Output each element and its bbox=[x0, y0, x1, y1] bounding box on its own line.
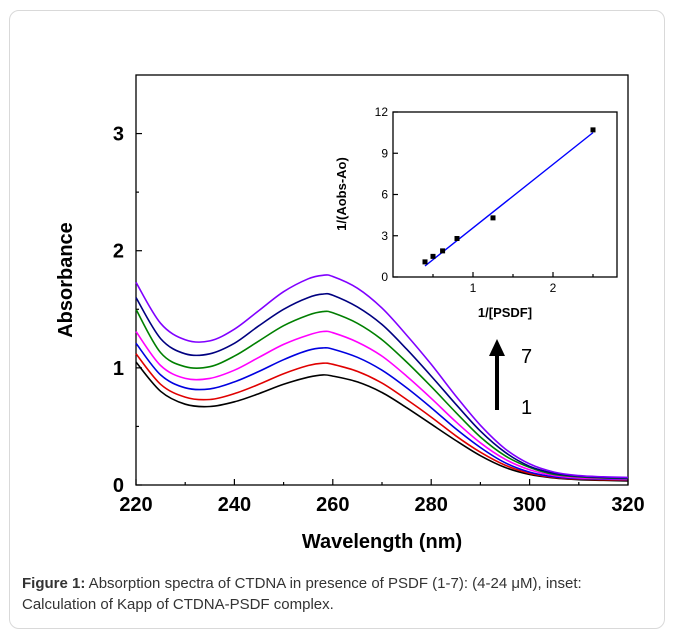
inset-y-tick-label: 9 bbox=[381, 146, 388, 160]
main-x-tick-label: 220 bbox=[119, 494, 152, 516]
inset-data-point bbox=[454, 236, 460, 241]
main-x-tick-label: 260 bbox=[316, 494, 349, 516]
caption-text: Absorption spectra of CTDNA in presence … bbox=[22, 575, 582, 613]
inset-data-point bbox=[430, 253, 436, 259]
figure-caption: Figure 1: Absorption spectra of CTDNA in… bbox=[22, 573, 652, 615]
main-y-tick-label: 0 bbox=[113, 475, 124, 497]
spectrum-line-2 bbox=[135, 353, 629, 482]
inset-y-tick-label: 3 bbox=[381, 229, 388, 243]
main-y-tick-label: 1 bbox=[113, 358, 124, 380]
inset-x-tick-label: 2 bbox=[550, 281, 557, 295]
main-x-tick-label: 320 bbox=[611, 494, 644, 516]
spectrum-line-5 bbox=[135, 308, 629, 480]
inset-y-ticks: 0 3 6 9 12 bbox=[375, 105, 398, 284]
arrow-top-label: 7 bbox=[521, 346, 532, 368]
inset-fit-line-group bbox=[424, 132, 594, 267]
inset-plot-frame bbox=[392, 111, 618, 278]
main-series-group bbox=[135, 274, 629, 482]
main-y-tick-label: 3 bbox=[113, 124, 124, 146]
arrow-bottom-label: 1 bbox=[521, 397, 532, 419]
inset-data-point bbox=[490, 215, 496, 221]
inset-x-tick-label: 1 bbox=[470, 281, 477, 295]
inset-y-axis-title: 1/(Aobs-Ao) bbox=[334, 157, 349, 231]
main-x-axis-title: Wavelength (nm) bbox=[302, 531, 462, 553]
main-x-ticks: 220 240 260 280 300 320 bbox=[119, 479, 645, 516]
main-y-axis-title: Absorbance bbox=[55, 222, 77, 338]
concentration-arrow: 7 1 bbox=[489, 339, 532, 419]
figure-frame bbox=[9, 10, 665, 629]
inset-points-group bbox=[422, 127, 596, 265]
spectrum-line-4 bbox=[135, 330, 629, 480]
inset-data-point bbox=[590, 127, 596, 133]
arrow-head bbox=[489, 339, 505, 356]
inset-y-tick-label: 12 bbox=[375, 105, 389, 119]
main-y-ticks: 0 1 2 3 bbox=[113, 124, 142, 497]
main-x-tick-label: 280 bbox=[415, 494, 448, 516]
main-y-tick-label: 2 bbox=[113, 241, 124, 263]
spectrum-line-1 bbox=[135, 361, 629, 482]
spectrum-line-7 bbox=[135, 274, 629, 479]
caption-label: Figure 1: bbox=[22, 575, 86, 592]
spectrum-line-3 bbox=[135, 342, 629, 481]
inset-fit-line bbox=[424, 132, 594, 267]
inset-y-tick-label: 6 bbox=[381, 188, 388, 202]
inset-data-point bbox=[422, 259, 428, 265]
main-x-tick-label: 240 bbox=[218, 494, 251, 516]
inset-data-point bbox=[440, 248, 446, 254]
inset-x-axis-title: 1/[PSDF] bbox=[478, 305, 532, 320]
spectrum-line-6 bbox=[135, 292, 629, 479]
main-x-tick-label: 300 bbox=[513, 494, 546, 516]
inset-y-tick-label: 0 bbox=[381, 270, 388, 284]
